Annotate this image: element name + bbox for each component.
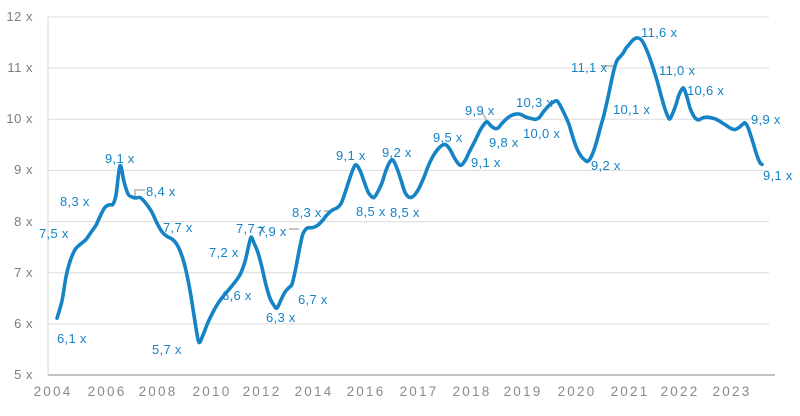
- data-label: 7,9 x: [257, 224, 287, 239]
- data-label: 8,3 x: [292, 205, 322, 220]
- y-axis-label: 6 x: [14, 315, 33, 331]
- data-label: 9,5 x: [433, 130, 463, 145]
- x-axis-label: 2010: [192, 384, 232, 399]
- data-label: 9,2 x: [382, 145, 412, 160]
- y-axis-label: 8 x: [14, 213, 33, 229]
- series-line: [55, 36, 764, 345]
- data-label: 7,5 x: [39, 226, 69, 241]
- data-label: 6,3 x: [266, 310, 296, 325]
- data-label: 10,3 x: [516, 95, 554, 110]
- data-label: 11,6 x: [641, 25, 678, 40]
- x-axis-label: 2017: [399, 384, 439, 399]
- x-axis-label: 2021: [610, 384, 650, 399]
- data-label: 10,0 x: [523, 126, 561, 141]
- y-axis-label: 11 x: [7, 60, 33, 76]
- x-axis-label: 2023: [712, 384, 752, 399]
- data-label: 6,6 x: [222, 288, 252, 303]
- data-label: 10,6 x: [687, 83, 725, 98]
- x-axis-label: 2020: [557, 384, 597, 399]
- data-label: 9,9 x: [751, 112, 781, 127]
- data-label: 7,7 x: [236, 221, 266, 236]
- data-label: 9,1 x: [336, 148, 366, 163]
- x-axis-label: 2019: [503, 384, 543, 399]
- data-label: 7,2 x: [209, 245, 239, 260]
- leader-line: [481, 111, 488, 122]
- y-axis-label: 7 x: [14, 264, 33, 280]
- data-label: 9,1 x: [105, 151, 135, 166]
- data-label: 9,9 x: [465, 103, 495, 118]
- y-axis-label: 12 x: [6, 9, 33, 24]
- x-axis-label: 2014: [294, 384, 334, 399]
- data-label: 9,1 x: [763, 168, 793, 183]
- y-axis-label: 9 x: [14, 162, 33, 178]
- data-label: 8,5 x: [390, 205, 420, 220]
- data-label: 9,8 x: [489, 135, 519, 150]
- leader-line: [134, 189, 145, 197]
- data-label: 11,0 x: [659, 63, 696, 78]
- x-axis-label: 2022: [660, 384, 700, 399]
- data-label: 6,1 x: [57, 331, 87, 346]
- data-label: 11,1 x: [571, 60, 608, 75]
- x-axis-label: 2012: [242, 384, 282, 399]
- data-label: 8,5 x: [356, 204, 386, 219]
- data-label: 6,7 x: [298, 292, 328, 307]
- data-label: 8,4 x: [146, 184, 176, 199]
- x-axis-label: 2008: [138, 384, 178, 399]
- data-label: 9,1 x: [471, 155, 501, 170]
- y-axis-label: 10 x: [6, 111, 33, 127]
- x-axis-label: 2004: [33, 384, 73, 399]
- data-label: 5,7 x: [152, 342, 182, 357]
- data-label: 7,7 x: [163, 220, 193, 235]
- x-axis-label: 2018: [452, 384, 492, 399]
- data-label: 10,1 x: [613, 102, 651, 117]
- x-axis-label: 2016: [346, 384, 386, 399]
- data-label: 8,3 x: [60, 194, 90, 209]
- x-axis-label: 2006: [87, 384, 127, 399]
- data-label: 9,2 x: [591, 158, 621, 173]
- y-axis-label: 5 x: [14, 367, 33, 382]
